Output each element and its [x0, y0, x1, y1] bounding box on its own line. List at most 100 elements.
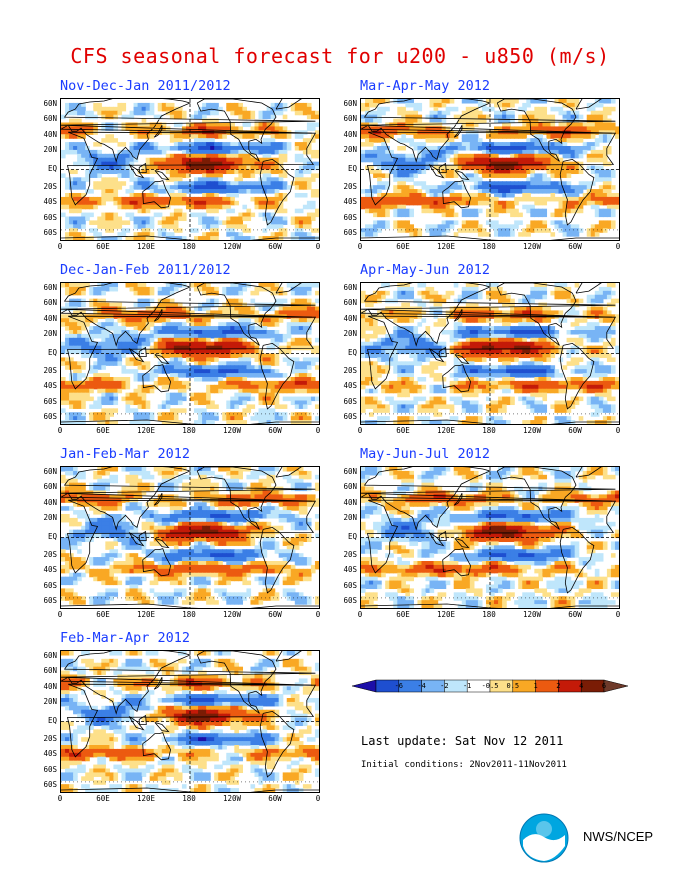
coastline: [361, 467, 616, 531]
lon-label: 60E: [396, 610, 410, 619]
lat-label: 40S: [43, 381, 57, 391]
coastline: [453, 493, 463, 506]
lon-label: 60W: [268, 794, 282, 803]
coastline: [142, 548, 172, 577]
shaded-field: [361, 283, 619, 424]
lon-label: 0: [615, 242, 621, 251]
coastline: [259, 526, 295, 594]
panel-title: Feb-Mar-Apr 2012: [60, 630, 191, 646]
lat-label: 60S: [343, 212, 357, 222]
lat-label: 60N: [43, 466, 57, 476]
coastline: [128, 716, 145, 731]
lon-label: 120E: [436, 610, 456, 619]
forecast-map: [60, 650, 320, 793]
coastline: [275, 283, 302, 294]
lat-label: 40S: [43, 749, 57, 759]
lat-label: 40N: [43, 129, 57, 139]
lon-label: 60W: [568, 242, 582, 251]
colorbar-label: -6: [394, 682, 404, 690]
colorbar: [351, 678, 629, 694]
lon-label: 0: [57, 794, 63, 803]
lat-label: 60S: [43, 764, 57, 774]
coastline: [361, 419, 619, 424]
lon-label: 60W: [568, 610, 582, 619]
lat-label: EQ: [47, 163, 57, 173]
lon-label: 60W: [568, 426, 582, 435]
lat-label: 60S: [43, 396, 57, 406]
lat-label: 40S: [343, 197, 357, 207]
colorbar-label: 6: [601, 682, 607, 690]
coastline: [61, 283, 316, 347]
lat-label: EQ: [47, 715, 57, 725]
panel-title: Nov-Dec-Jan 2011/2012: [60, 78, 231, 94]
coastline: [128, 532, 145, 547]
coastline: [275, 99, 302, 110]
forecast-map: [60, 282, 320, 425]
lon-label: 60W: [268, 426, 282, 435]
lat-label: 20S: [43, 733, 57, 743]
lat-label: 20S: [343, 549, 357, 559]
lat-label: 60N: [343, 282, 357, 292]
lat-label: EQ: [47, 531, 57, 541]
lat-label: 60N: [343, 466, 357, 476]
lon-label: 180: [182, 242, 196, 251]
lat-label: 20S: [343, 365, 357, 375]
lat-label: 20N: [343, 145, 357, 155]
lon-label: 120W: [222, 610, 242, 619]
coastline: [438, 162, 447, 173]
lat-label: 60N: [343, 482, 357, 492]
coastline: [438, 346, 447, 357]
lat-label: 60S: [343, 580, 357, 590]
coastline: [153, 309, 163, 322]
coastline: [142, 732, 172, 761]
lon-label: 120W: [522, 610, 542, 619]
lon-label: 120E: [136, 610, 156, 619]
colorbar-label: 0.5: [506, 682, 520, 690]
coastline: [61, 603, 319, 608]
lon-label: 120W: [222, 794, 242, 803]
lon-label: 120W: [222, 242, 242, 251]
lat-label: 60S: [343, 396, 357, 406]
lat-label: 60S: [43, 212, 57, 222]
coastline: [128, 348, 145, 363]
coastline: [496, 99, 577, 162]
coastline: [559, 526, 595, 594]
lat-label: 20N: [43, 697, 57, 707]
lon-label: 180: [182, 610, 196, 619]
lon-label: 0: [357, 610, 363, 619]
lat-label: EQ: [47, 347, 57, 357]
coastline: [138, 530, 147, 541]
colorbar-segment: [351, 679, 377, 693]
lat-label: EQ: [347, 347, 357, 357]
lon-label: 0: [615, 610, 621, 619]
lat-label: 20S: [43, 365, 57, 375]
colorbar-label: -2: [440, 682, 449, 690]
shaded-field: [61, 99, 319, 240]
lon-label: 0: [315, 426, 321, 435]
lon-label: 120E: [436, 242, 456, 251]
lat-label: 60N: [43, 282, 57, 292]
lat-label: 60S: [43, 596, 57, 606]
shaded-field: [61, 467, 319, 608]
lon-label: 120W: [522, 242, 542, 251]
lat-label: EQ: [347, 531, 357, 541]
lat-label: 60N: [343, 98, 357, 108]
lat-label: 40N: [343, 129, 357, 139]
lon-label: 0: [357, 242, 363, 251]
lon-label: 180: [482, 426, 496, 435]
lat-label: 60S: [343, 596, 357, 606]
lat-label: 40N: [43, 497, 57, 507]
coastline: [142, 364, 172, 393]
lat-label: 40S: [43, 565, 57, 575]
coastline: [275, 651, 302, 662]
coastline: [442, 180, 472, 209]
colorbar-segment: [535, 679, 559, 693]
coastline: [138, 714, 147, 725]
lon-label: 60W: [268, 242, 282, 251]
coastline: [442, 548, 472, 577]
coastline: [61, 419, 319, 424]
lon-label: 120E: [136, 794, 156, 803]
lat-label: 60S: [43, 580, 57, 590]
lat-label: 20S: [43, 181, 57, 191]
colorbar-label: 1: [533, 682, 538, 690]
